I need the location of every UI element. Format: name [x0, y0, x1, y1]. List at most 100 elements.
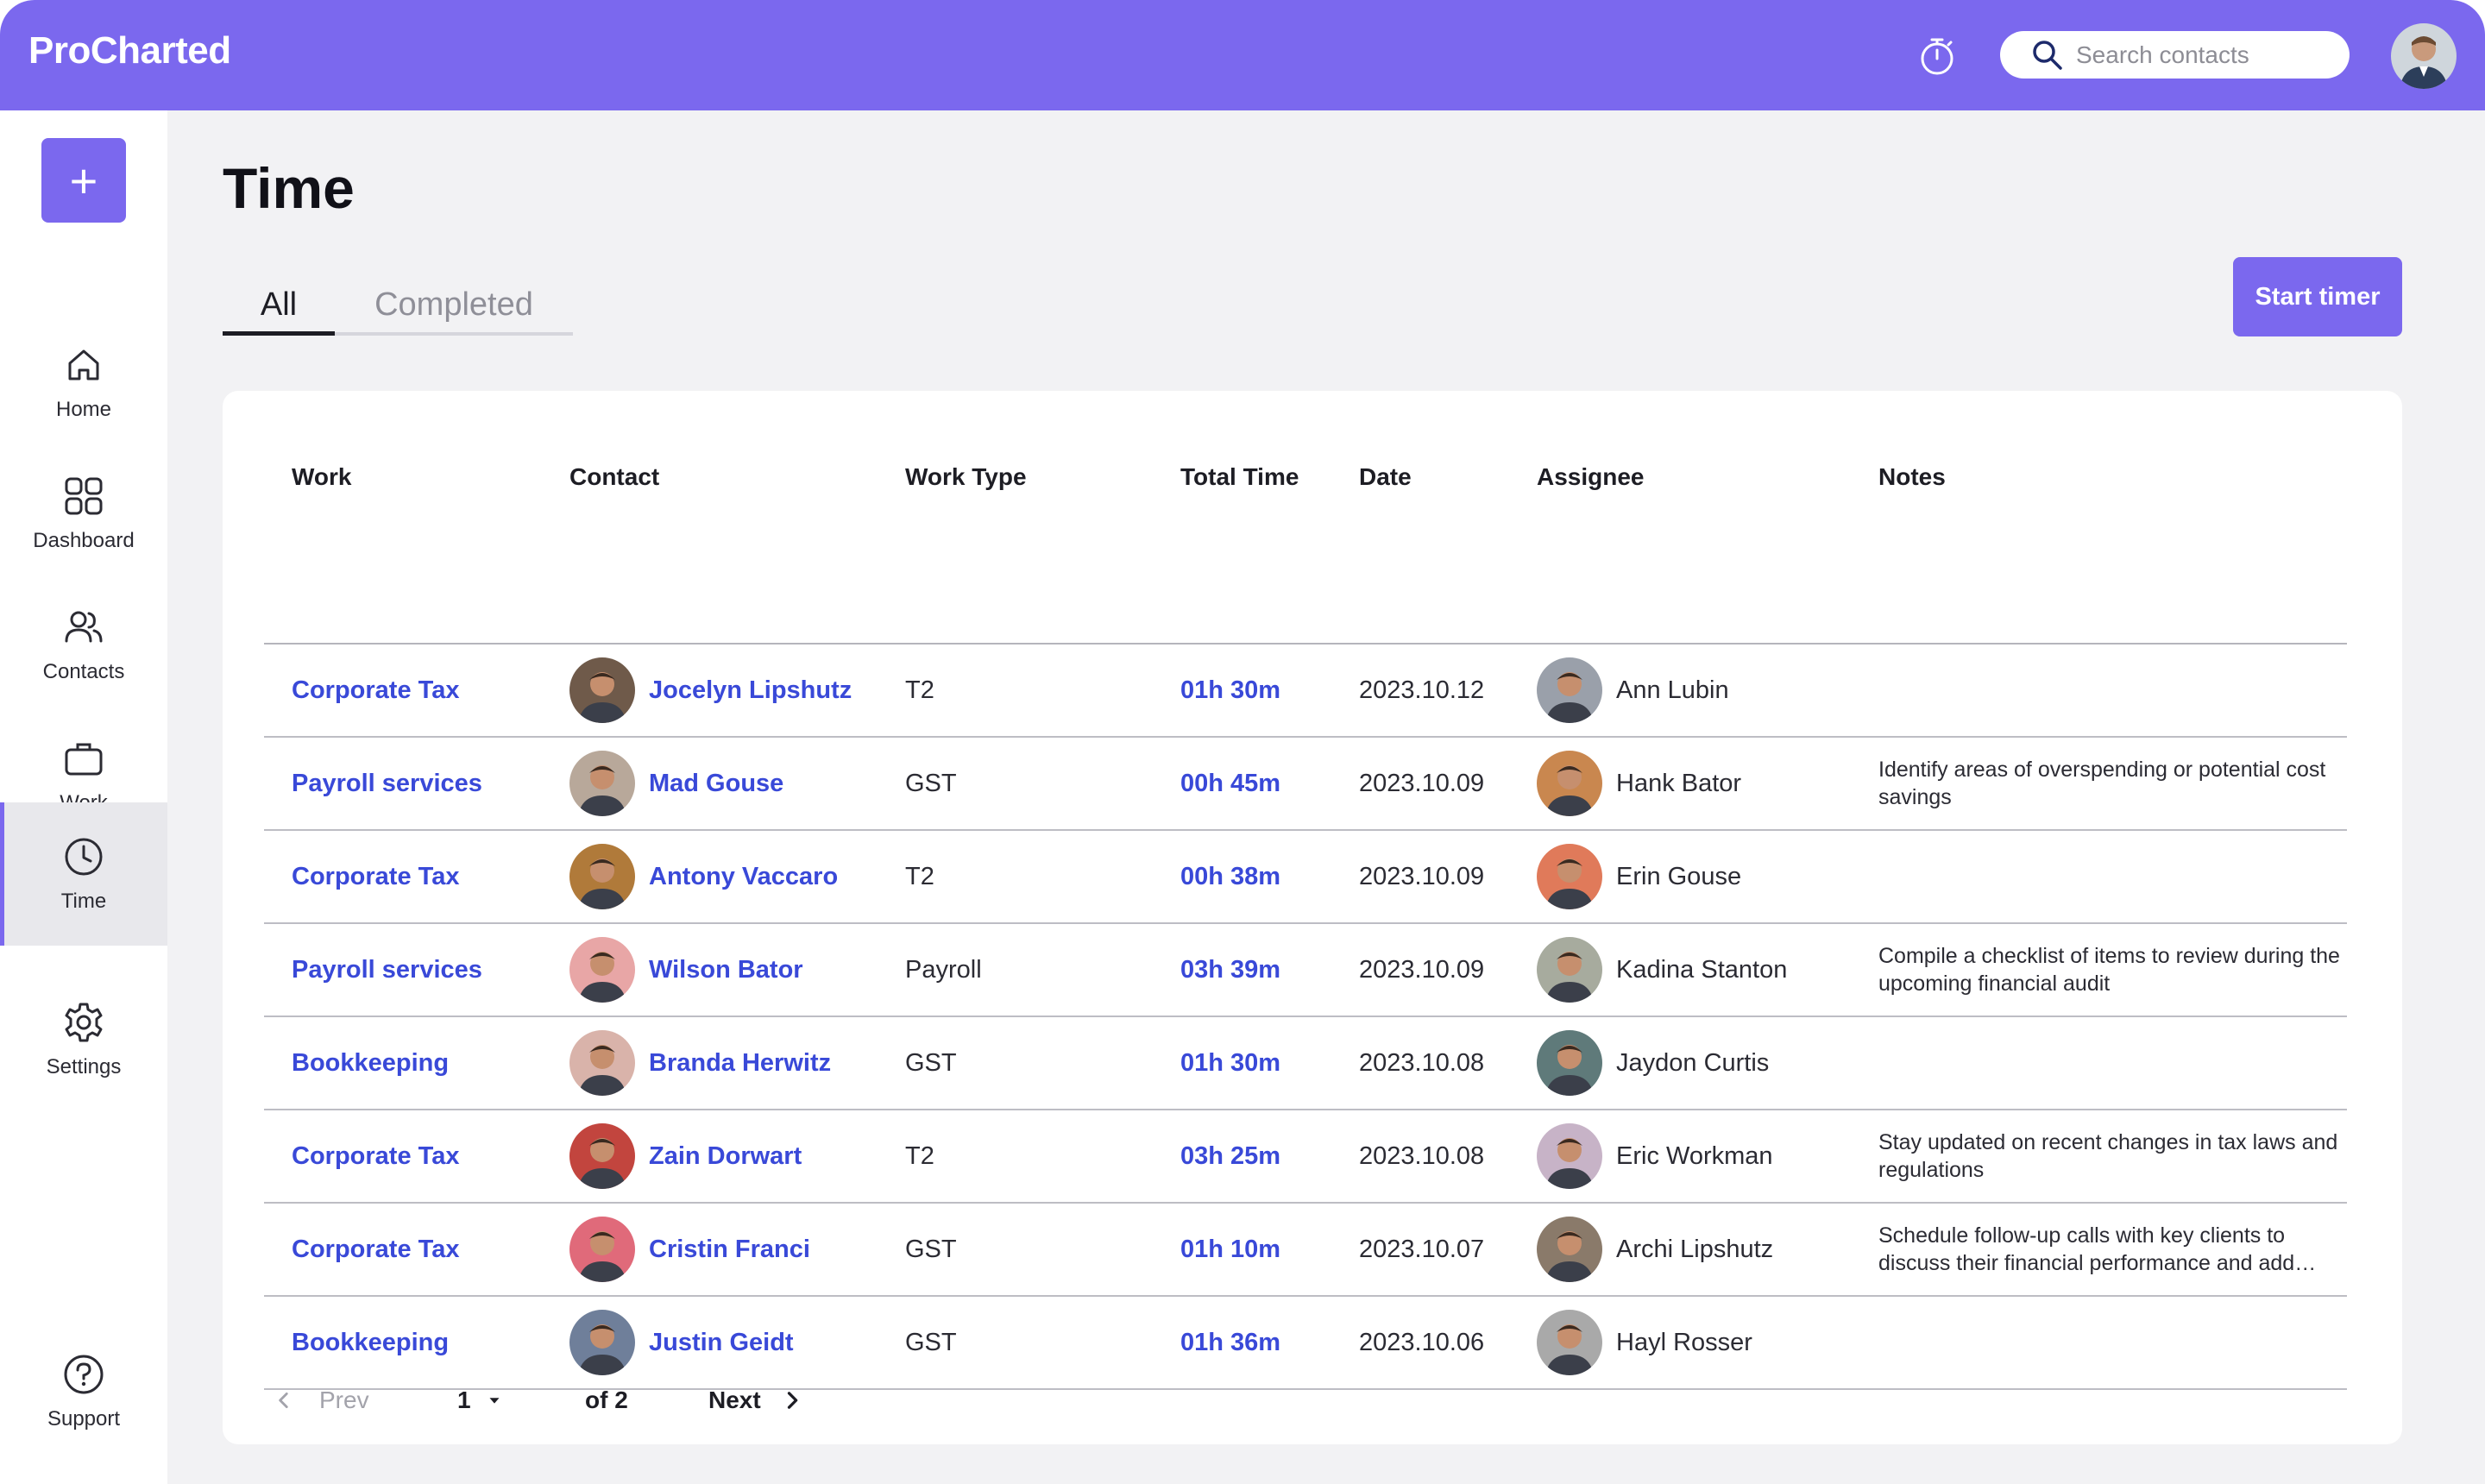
contact-link[interactable]: Zain Dorwart — [649, 1141, 802, 1170]
sidebar-item-settings[interactable]: Settings — [0, 975, 167, 1104]
gear-icon — [65, 1003, 103, 1042]
contact-cell: Cristin Franci — [569, 1204, 810, 1295]
notes — [1878, 1017, 2344, 1109]
work-link[interactable]: Bookkeeping — [292, 1048, 450, 1077]
sidebar-item-support[interactable]: Support — [0, 1327, 167, 1456]
sidebar-item-label: Contacts — [42, 660, 125, 683]
caret-down-icon — [489, 1398, 500, 1404]
sidebar-item-contacts[interactable]: Contacts — [0, 580, 167, 709]
table-row[interactable]: Corporate Tax Cristin Franci GST 01h 10m… — [264, 1204, 2347, 1297]
column-header-notes[interactable]: Notes — [1878, 463, 1946, 490]
main-content: Time All Completed Start timer Work Cont… — [167, 110, 2485, 1484]
sidebar-item-time[interactable]: Time — [0, 802, 167, 946]
contact-link[interactable]: Jocelyn Lipshutz — [649, 676, 852, 704]
stopwatch-icon[interactable] — [1916, 35, 1959, 78]
active-tab-indicator — [223, 331, 335, 336]
add-button[interactable]: + — [41, 138, 126, 223]
page-select[interactable]: 1 — [457, 1374, 504, 1426]
header-divider — [264, 643, 2347, 645]
assignee-name: Eric Workman — [1616, 1141, 1773, 1170]
assignee-avatar — [1537, 657, 1602, 723]
sidebar-item-label: Dashboard — [33, 529, 135, 552]
work-type: T2 — [905, 862, 934, 890]
tabs-track — [223, 332, 573, 336]
table-header: Work Contact Work Type Total Time Date A… — [264, 391, 2347, 644]
date: 2023.10.12 — [1359, 676, 1485, 704]
contact-link[interactable]: Antony Vaccaro — [649, 862, 839, 890]
column-header-total-time[interactable]: Total Time — [1180, 463, 1299, 490]
tab-all[interactable]: All — [260, 286, 298, 323]
contact-link[interactable]: Branda Herwitz — [649, 1048, 832, 1077]
date: 2023.10.08 — [1359, 1141, 1485, 1170]
search-icon — [2033, 40, 2062, 70]
assignee-name: Jaydon Curtis — [1616, 1048, 1770, 1077]
table-row[interactable]: Corporate Tax Zain Dorwart T2 03h 25m 20… — [264, 1110, 2347, 1204]
notes: Compile a checklist of items to review d… — [1878, 924, 2344, 1016]
assignee-name: Hank Bator — [1616, 769, 1742, 797]
column-header-assignee[interactable]: Assignee — [1537, 463, 1645, 490]
start-timer-button[interactable]: Start timer — [2233, 257, 2402, 336]
work-link[interactable]: Corporate Tax — [292, 862, 460, 890]
contact-link[interactable]: Wilson Bator — [649, 955, 803, 984]
help-icon — [64, 1355, 104, 1394]
notes-text: Schedule follow-up calls with key client… — [1878, 1223, 2317, 1275]
table-row[interactable]: Bookkeeping Justin Geidt GST 01h 36m 202… — [264, 1297, 2347, 1390]
assignee-cell: Eric Workman — [1537, 1110, 1773, 1202]
tab-completed[interactable]: Completed — [374, 286, 533, 323]
brand-logo[interactable]: ProCharted — [28, 29, 231, 72]
contact-cell: Wilson Bator — [569, 924, 803, 1016]
contact-avatar — [569, 844, 635, 909]
contact-avatar — [569, 751, 635, 816]
chevron-right-icon — [787, 1392, 798, 1409]
contact-link[interactable]: Cristin Franci — [649, 1235, 810, 1263]
assignee-avatar — [1537, 1310, 1602, 1375]
user-avatar[interactable] — [2391, 23, 2457, 89]
search-box[interactable] — [2000, 31, 2350, 79]
table-row[interactable]: Payroll services Mad Gouse GST 00h 45m 2… — [264, 738, 2347, 831]
contact-cell: Jocelyn Lipshutz — [569, 645, 852, 736]
pagination: Prev 1 of 2 Next — [264, 1374, 954, 1426]
assignee-name: Ann Lubin — [1616, 676, 1729, 704]
assignee-cell: Erin Gouse — [1537, 831, 1741, 922]
work-link[interactable]: Corporate Tax — [292, 1235, 460, 1263]
work-link[interactable]: Corporate Tax — [292, 1141, 460, 1170]
notes: Identify areas of overspending or potent… — [1878, 738, 2344, 829]
work-type: GST — [905, 1235, 957, 1263]
work-type: T2 — [905, 676, 934, 704]
date: 2023.10.09 — [1359, 955, 1485, 984]
total-time: 03h 39m — [1180, 955, 1281, 984]
work-type: T2 — [905, 1141, 934, 1170]
work-link[interactable]: Payroll services — [292, 955, 482, 984]
work-link[interactable]: Bookkeeping — [292, 1328, 450, 1356]
column-header-contact[interactable]: Contact — [569, 463, 660, 490]
assignee-name: Hayl Rosser — [1616, 1328, 1752, 1356]
work-type: Payroll — [905, 955, 982, 984]
prev-label: Prev — [319, 1387, 369, 1413]
contact-cell: Mad Gouse — [569, 738, 783, 829]
assignee-cell: Hank Bator — [1537, 738, 1741, 829]
contact-avatar — [569, 937, 635, 1003]
assignee-cell: Kadina Stanton — [1537, 924, 1787, 1016]
column-header-date[interactable]: Date — [1359, 463, 1412, 490]
work-link[interactable]: Corporate Tax — [292, 676, 460, 704]
sidebar-item-home[interactable]: Home — [0, 318, 167, 447]
table-row[interactable]: Corporate Tax Antony Vaccaro T2 00h 38m … — [264, 831, 2347, 924]
prev-button[interactable]: Prev — [273, 1374, 369, 1426]
contact-avatar — [569, 1030, 635, 1096]
contact-link[interactable]: Mad Gouse — [649, 769, 784, 797]
dashboard-icon — [65, 477, 103, 515]
column-header-work-type[interactable]: Work Type — [905, 463, 1027, 490]
sidebar-item-dashboard[interactable]: Dashboard — [0, 449, 167, 578]
next-button[interactable]: Next — [708, 1374, 804, 1426]
contact-avatar — [569, 657, 635, 723]
table-row[interactable]: Bookkeeping Branda Herwitz GST 01h 30m 2… — [264, 1017, 2347, 1110]
table-row[interactable]: Payroll services Wilson Bator Payroll 03… — [264, 924, 2347, 1017]
work-link[interactable]: Payroll services — [292, 769, 482, 797]
column-header-work[interactable]: Work — [292, 463, 352, 490]
assignee-avatar — [1537, 937, 1602, 1003]
search-input[interactable] — [2076, 41, 2335, 69]
table-row[interactable]: Corporate Tax Jocelyn Lipshutz T2 01h 30… — [264, 645, 2347, 738]
contact-link[interactable]: Justin Geidt — [649, 1328, 794, 1356]
contact-avatar — [569, 1217, 635, 1282]
total-time: 00h 45m — [1180, 769, 1281, 797]
